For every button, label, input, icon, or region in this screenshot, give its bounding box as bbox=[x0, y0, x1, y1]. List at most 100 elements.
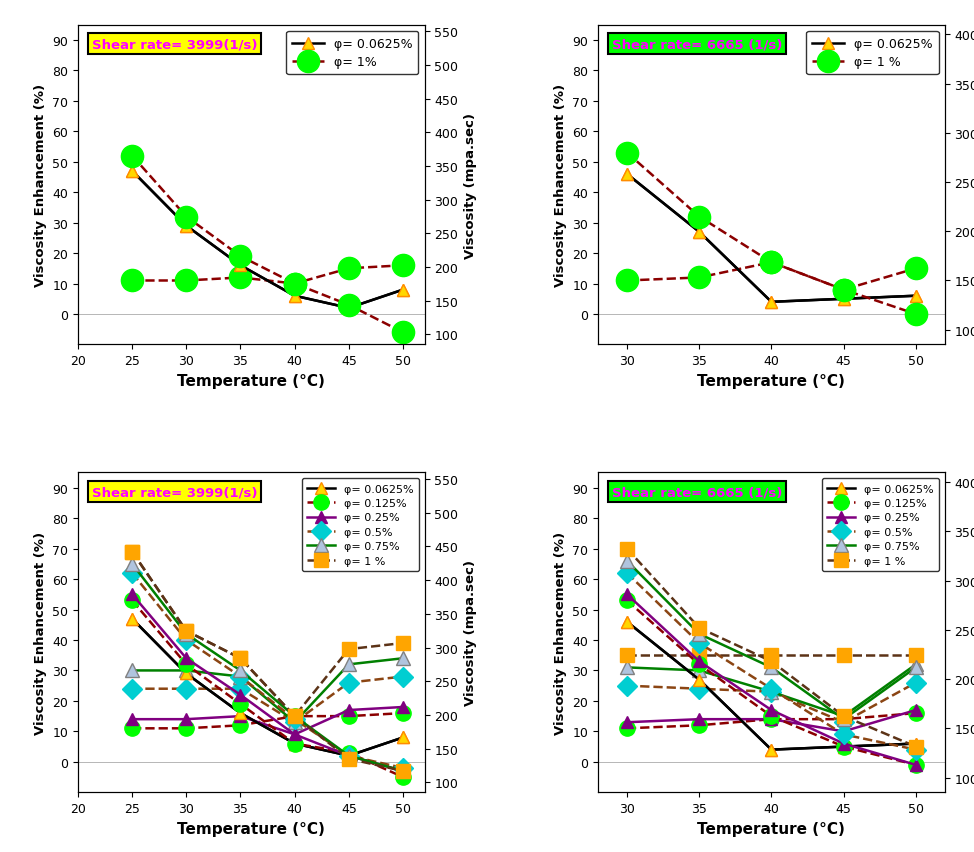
φ= 0.25% bbox=[180, 714, 192, 724]
φ= 1 % bbox=[693, 650, 705, 660]
φ= 0.75% bbox=[180, 665, 192, 676]
φ= 0.0625% bbox=[838, 741, 849, 751]
Y-axis label: Viscosity Enhancement (%): Viscosity Enhancement (%) bbox=[34, 83, 47, 287]
φ= 1 % bbox=[621, 276, 633, 286]
φ= 0.5% bbox=[343, 677, 355, 688]
Line: φ= 1 %: φ= 1 % bbox=[620, 648, 922, 662]
φ= 0.25% bbox=[235, 711, 246, 722]
φ= 0.125% bbox=[621, 723, 633, 734]
φ= 0.75% bbox=[838, 711, 849, 722]
φ= 0.125% bbox=[910, 708, 921, 718]
Legend: φ= 0.0625%, φ= 0.125%, φ= 0.25%, φ= 0.5%, φ= 0.75%, φ= 1 %: φ= 0.0625%, φ= 0.125%, φ= 0.25%, φ= 0.5%… bbox=[302, 479, 419, 572]
φ= 0.0625% bbox=[766, 297, 777, 308]
φ= 0.0625% bbox=[235, 708, 246, 718]
φ= 0.5% bbox=[288, 717, 300, 728]
φ= 0.125% bbox=[693, 720, 705, 730]
Line: φ= 0.5%: φ= 0.5% bbox=[125, 670, 410, 729]
φ= 0.0625% bbox=[910, 291, 921, 302]
Line: φ= 0.0625%: φ= 0.0625% bbox=[127, 613, 408, 762]
φ= 0.5% bbox=[766, 687, 777, 697]
φ= 0.0625% bbox=[180, 669, 192, 679]
φ= 0.0625% bbox=[838, 294, 849, 304]
φ= 0.75% bbox=[693, 665, 705, 676]
φ= 1 % bbox=[127, 547, 138, 557]
Line: φ= 0.0625%: φ= 0.0625% bbox=[126, 165, 409, 314]
φ= 0.0625% bbox=[235, 261, 246, 271]
Line: φ= 0.0625%: φ= 0.0625% bbox=[620, 169, 922, 308]
Y-axis label: Viscosity Enhancement (%): Viscosity Enhancement (%) bbox=[554, 531, 567, 734]
φ= 1% bbox=[288, 279, 300, 290]
φ= 0.5% bbox=[235, 684, 246, 694]
φ= 1 % bbox=[838, 650, 849, 660]
φ= 0.25% bbox=[288, 729, 300, 740]
φ= 1 % bbox=[910, 650, 921, 660]
Text: Shear rate= 6665 (1/s): Shear rate= 6665 (1/s) bbox=[612, 486, 782, 498]
φ= 1 % bbox=[180, 626, 192, 636]
Legend: φ= 0.0625%, φ= 0.125%, φ= 0.25%, φ= 0.5%, φ= 0.75%, φ= 1 %: φ= 0.0625%, φ= 0.125%, φ= 0.25%, φ= 0.5%… bbox=[822, 479, 939, 572]
X-axis label: Temperature (°C): Temperature (°C) bbox=[697, 820, 845, 836]
φ= 0.5% bbox=[180, 684, 192, 694]
φ= 0.0625% bbox=[397, 733, 409, 743]
φ= 0.0625% bbox=[766, 745, 777, 755]
φ= 0.125% bbox=[180, 723, 192, 734]
φ= 0.0625% bbox=[910, 739, 921, 749]
φ= 0.0625% bbox=[180, 222, 192, 232]
Line: φ= 0.5%: φ= 0.5% bbox=[620, 676, 922, 729]
φ= 0.5% bbox=[910, 677, 921, 688]
φ= 0.5% bbox=[397, 671, 409, 682]
φ= 0.25% bbox=[343, 705, 355, 716]
φ= 1% bbox=[180, 276, 192, 286]
φ= 1 % bbox=[910, 264, 921, 274]
φ= 0.75% bbox=[621, 663, 633, 673]
φ= 0.25% bbox=[397, 702, 409, 712]
φ= 0.75% bbox=[910, 659, 921, 670]
φ= 0.0625% bbox=[288, 291, 300, 302]
φ= 1 % bbox=[766, 650, 777, 660]
X-axis label: Temperature (°C): Temperature (°C) bbox=[697, 373, 845, 389]
Line: φ= 0.125%: φ= 0.125% bbox=[125, 705, 411, 736]
φ= 0.5% bbox=[693, 684, 705, 694]
φ= 0.0625% bbox=[621, 617, 633, 627]
φ= 1% bbox=[127, 276, 138, 286]
φ= 0.75% bbox=[288, 717, 300, 728]
φ= 0.25% bbox=[766, 714, 777, 724]
φ= 0.75% bbox=[343, 659, 355, 670]
φ= 0.125% bbox=[766, 714, 777, 724]
Line: φ= 1 %: φ= 1 % bbox=[125, 545, 410, 723]
X-axis label: Temperature (°C): Temperature (°C) bbox=[177, 820, 325, 836]
φ= 0.5% bbox=[621, 681, 633, 691]
φ= 0.5% bbox=[838, 717, 849, 728]
Line: φ= 0.75%: φ= 0.75% bbox=[125, 652, 410, 729]
Line: φ= 0.75%: φ= 0.75% bbox=[620, 658, 922, 723]
φ= 0.125% bbox=[288, 711, 300, 722]
Text: Shear rate= 6665 (1/s): Shear rate= 6665 (1/s) bbox=[612, 38, 782, 51]
Legend: φ= 0.0625%, φ= 1 %: φ= 0.0625%, φ= 1 % bbox=[806, 32, 939, 75]
φ= 0.25% bbox=[693, 714, 705, 724]
φ= 0.0625% bbox=[127, 166, 138, 176]
Line: φ= 0.0625%: φ= 0.0625% bbox=[621, 616, 921, 756]
φ= 1 % bbox=[621, 650, 633, 660]
Y-axis label: Viscosity Enhancement (%): Viscosity Enhancement (%) bbox=[34, 531, 47, 734]
φ= 0.0625% bbox=[397, 285, 409, 296]
Line: φ= 0.125%: φ= 0.125% bbox=[619, 705, 923, 736]
Legend: φ= 0.0625%, φ= 1%: φ= 0.0625%, φ= 1% bbox=[286, 32, 419, 75]
φ= 0.0625% bbox=[127, 613, 138, 624]
Line: φ= 1 %: φ= 1 % bbox=[616, 252, 927, 302]
φ= 0.5% bbox=[127, 684, 138, 694]
Y-axis label: Viscosity Enhancement (%): Viscosity Enhancement (%) bbox=[554, 83, 567, 287]
φ= 0.25% bbox=[127, 714, 138, 724]
φ= 0.25% bbox=[838, 727, 849, 737]
Line: φ= 0.25%: φ= 0.25% bbox=[127, 701, 408, 740]
φ= 1 % bbox=[693, 273, 705, 283]
Line: φ= 1%: φ= 1% bbox=[121, 255, 414, 296]
Y-axis label: Viscosity (mpa.sec): Viscosity (mpa.sec) bbox=[464, 560, 477, 705]
φ= 0.125% bbox=[127, 723, 138, 734]
φ= 1% bbox=[397, 261, 409, 271]
φ= 0.25% bbox=[621, 717, 633, 728]
φ= 0.75% bbox=[397, 653, 409, 664]
Y-axis label: Viscosity (mpa.sec): Viscosity (mpa.sec) bbox=[464, 112, 477, 258]
φ= 0.0625% bbox=[343, 303, 355, 314]
Text: Shear rate= 3999(1/s): Shear rate= 3999(1/s) bbox=[92, 486, 257, 498]
φ= 0.0625% bbox=[693, 675, 705, 685]
φ= 1 % bbox=[343, 644, 355, 654]
